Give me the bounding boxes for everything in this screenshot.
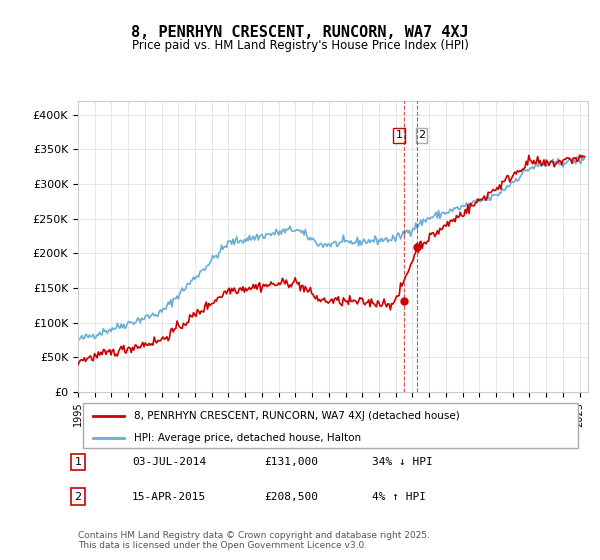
Text: 03-JUL-2014: 03-JUL-2014	[132, 457, 206, 467]
Text: 2: 2	[74, 492, 82, 502]
Text: £208,500: £208,500	[264, 492, 318, 502]
Text: 2: 2	[418, 130, 425, 141]
Text: 15-APR-2015: 15-APR-2015	[132, 492, 206, 502]
Text: £131,000: £131,000	[264, 457, 318, 467]
Text: 34% ↓ HPI: 34% ↓ HPI	[372, 457, 433, 467]
Text: Price paid vs. HM Land Registry's House Price Index (HPI): Price paid vs. HM Land Registry's House …	[131, 39, 469, 52]
Text: 1: 1	[395, 130, 403, 141]
Text: 1: 1	[74, 457, 82, 467]
FancyBboxPatch shape	[83, 403, 578, 448]
Text: 4% ↑ HPI: 4% ↑ HPI	[372, 492, 426, 502]
Text: 8, PENRHYN CRESCENT, RUNCORN, WA7 4XJ: 8, PENRHYN CRESCENT, RUNCORN, WA7 4XJ	[131, 25, 469, 40]
Text: 8, PENRHYN CRESCENT, RUNCORN, WA7 4XJ (detached house): 8, PENRHYN CRESCENT, RUNCORN, WA7 4XJ (d…	[134, 410, 460, 421]
Text: HPI: Average price, detached house, Halton: HPI: Average price, detached house, Halt…	[134, 433, 361, 443]
Text: Contains HM Land Registry data © Crown copyright and database right 2025.
This d: Contains HM Land Registry data © Crown c…	[78, 530, 430, 550]
